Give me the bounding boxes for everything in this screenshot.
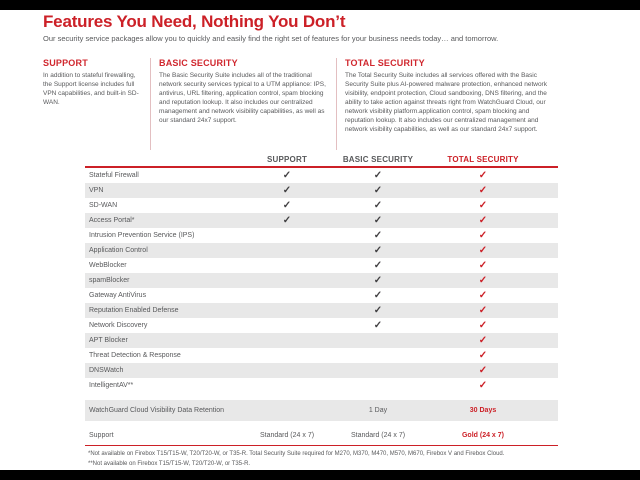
basic-security-cell: ✓: [373, 230, 383, 241]
feature-label: WebBlocker: [89, 262, 127, 269]
feature-comparison-table: SUPPORT BASIC SECURITY TOTAL SECURITY St…: [85, 152, 558, 446]
feature-label: Network Discovery: [89, 322, 148, 329]
support-cell: ✓: [282, 215, 292, 226]
total-security-cell: ✓: [478, 335, 488, 346]
total-security-cell: ✓: [478, 260, 488, 271]
feature-label: Application Control: [89, 247, 148, 254]
table-row: spamBlocker ✓ ✓: [85, 273, 558, 288]
feature-label: APT Blocker: [89, 337, 128, 344]
column-divider: [336, 58, 337, 150]
total-security-cell: ✓: [478, 200, 488, 211]
support-cell: Standard (24 x 7): [259, 432, 315, 439]
table-row: VPN ✓ ✓ ✓: [85, 183, 558, 198]
basic-security-cell: Standard (24 x 7): [350, 432, 406, 439]
table-row: Reputation Enabled Defense ✓ ✓: [85, 303, 558, 318]
feature-label: SD-WAN: [89, 202, 118, 209]
total-security-cell: ✓: [478, 290, 488, 301]
feature-label: Stateful Firewall: [89, 172, 139, 179]
table-row: DNSWatch ✓: [85, 363, 558, 378]
total-security-cell: ✓: [478, 380, 488, 391]
table-row: IntelligentAV** ✓: [85, 378, 558, 393]
feature-label: IntelligentAV**: [89, 382, 134, 389]
basic-security-cell: ✓: [373, 200, 383, 211]
table-header-row: SUPPORT BASIC SECURITY TOTAL SECURITY: [85, 152, 558, 168]
table-header-basic-security: BASIC SECURITY: [342, 154, 414, 164]
package-column-support: SUPPORT In addition to stateful firewall…: [43, 58, 145, 107]
basic-security-cell: ✓: [373, 260, 383, 271]
basic-security-cell: ✓: [373, 170, 383, 181]
basic-security-cell: 1 Day: [368, 407, 388, 414]
page-subtitle: Our security service packages allow you …: [43, 34, 499, 43]
total-security-cell: ✓: [478, 350, 488, 361]
total-security-cell: ✓: [478, 170, 488, 181]
package-name: TOTAL SECURITY: [345, 58, 425, 68]
package-description: The Basic Security Suite includes all of…: [159, 72, 326, 124]
total-security-cell: ✓: [478, 230, 488, 241]
support-cell: ✓: [282, 170, 292, 181]
support-cell: ✓: [282, 200, 292, 211]
basic-security-cell: ✓: [373, 305, 383, 316]
page-title: Features You Need, Nothing You Don’t: [43, 12, 346, 31]
table-row: Application Control ✓ ✓: [85, 243, 558, 258]
package-name: BASIC SECURITY: [159, 58, 238, 68]
total-security-cell: ✓: [478, 320, 488, 331]
total-security-cell: ✓: [478, 275, 488, 286]
table-row: WebBlocker ✓ ✓: [85, 258, 558, 273]
basic-security-cell: ✓: [373, 185, 383, 196]
feature-label: Access Portal*: [89, 217, 135, 224]
support-cell: ✓: [282, 185, 292, 196]
table-row: Access Portal* ✓ ✓ ✓: [85, 213, 558, 228]
feature-label: Gateway AntiVirus: [89, 292, 147, 299]
feature-label: DNSWatch: [89, 367, 124, 374]
table-row: Network Discovery ✓ ✓: [85, 318, 558, 333]
column-divider: [150, 58, 151, 150]
feature-table-body: Stateful Firewall ✓ ✓ ✓ VPN ✓ ✓ ✓ SD-WAN…: [85, 168, 558, 446]
feature-label: spamBlocker: [89, 277, 130, 284]
feature-label: Threat Detection & Response: [89, 352, 181, 359]
footnote-1: *Not available on Firebox T15/T15-W, T20…: [88, 451, 505, 457]
table-row: Intrusion Prevention Service (IPS) ✓ ✓: [85, 228, 558, 243]
package-column-basic-security: BASIC SECURITY The Basic Security Suite …: [159, 58, 329, 125]
top-letterbox-bar: [0, 0, 640, 10]
basic-security-cell: ✓: [373, 275, 383, 286]
table-row: Support Standard (24 x 7) Standard (24 x…: [85, 426, 558, 446]
table-row: APT Blocker ✓: [85, 333, 558, 348]
footnote-2: **Not available on Firebox T15/T15-W, T2…: [88, 461, 251, 467]
package-description: In addition to stateful firewalling, the…: [43, 72, 139, 106]
feature-label: Intrusion Prevention Service (IPS): [89, 232, 195, 239]
feature-label: Support: [89, 432, 114, 439]
total-security-cell: 30 Days: [469, 407, 497, 414]
total-security-cell: Gold (24 x 7): [461, 432, 504, 439]
total-security-cell: ✓: [478, 185, 488, 196]
total-security-cell: ✓: [478, 305, 488, 316]
table-row: Threat Detection & Response ✓: [85, 348, 558, 363]
table-header-support: SUPPORT: [266, 154, 308, 164]
package-name: SUPPORT: [43, 58, 88, 68]
basic-security-cell: ✓: [373, 290, 383, 301]
table-row: Gateway AntiVirus ✓ ✓: [85, 288, 558, 303]
table-row: WatchGuard Cloud Visibility Data Retenti…: [85, 400, 558, 421]
table-row: SD-WAN ✓ ✓ ✓: [85, 198, 558, 213]
basic-security-cell: ✓: [373, 320, 383, 331]
table-row: Stateful Firewall ✓ ✓ ✓: [85, 168, 558, 183]
package-column-total-security: TOTAL SECURITY The Total Security Suite …: [345, 58, 559, 134]
basic-security-cell: ✓: [373, 245, 383, 256]
total-security-cell: ✓: [478, 245, 488, 256]
feature-label: WatchGuard Cloud Visibility Data Retenti…: [89, 407, 225, 414]
feature-label: Reputation Enabled Defense: [89, 307, 179, 314]
total-security-cell: ✓: [478, 215, 488, 226]
table-header-total-security: TOTAL SECURITY: [447, 154, 519, 164]
basic-security-cell: ✓: [373, 215, 383, 226]
feature-label: VPN: [89, 187, 104, 194]
bottom-letterbox-bar: [0, 470, 640, 480]
total-security-cell: ✓: [478, 365, 488, 376]
package-description: The Total Security Suite includes all se…: [345, 72, 547, 133]
